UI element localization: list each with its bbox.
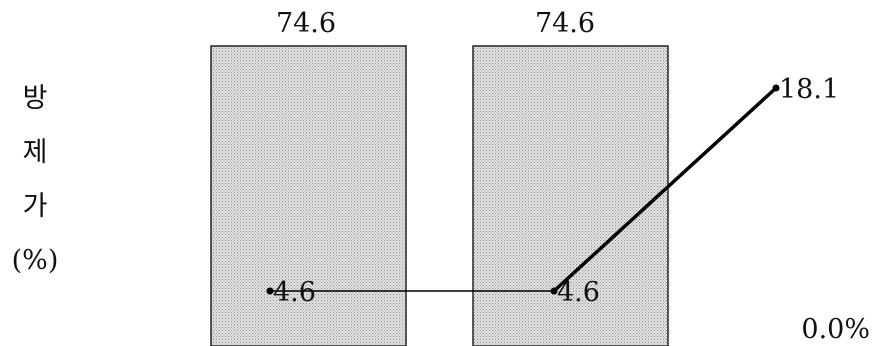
y-axis-label-char-4: (%) <box>11 245 59 276</box>
bar-2 <box>472 45 669 346</box>
y-axis-label: 방 제 가 (%) <box>0 72 70 288</box>
bar-1 <box>210 45 407 346</box>
line-label-2: 4.6 <box>557 277 600 308</box>
bar-label-1: 74.6 <box>276 8 336 39</box>
bar-label-3: 0.0% <box>801 314 870 345</box>
y-axis-label-char-1: 방 <box>22 83 48 114</box>
line-point-3 <box>772 84 780 92</box>
y-axis-label-char-3: 가 <box>22 191 48 222</box>
line-segment-2 <box>552 86 778 293</box>
line-point-1 <box>266 287 274 295</box>
line-label-3: 18.1 <box>779 74 839 105</box>
y-axis-label-char-2: 제 <box>22 137 48 168</box>
bar-label-2: 74.6 <box>535 8 595 39</box>
line-point-2 <box>550 287 558 295</box>
line-label-1: 4.6 <box>273 277 316 308</box>
